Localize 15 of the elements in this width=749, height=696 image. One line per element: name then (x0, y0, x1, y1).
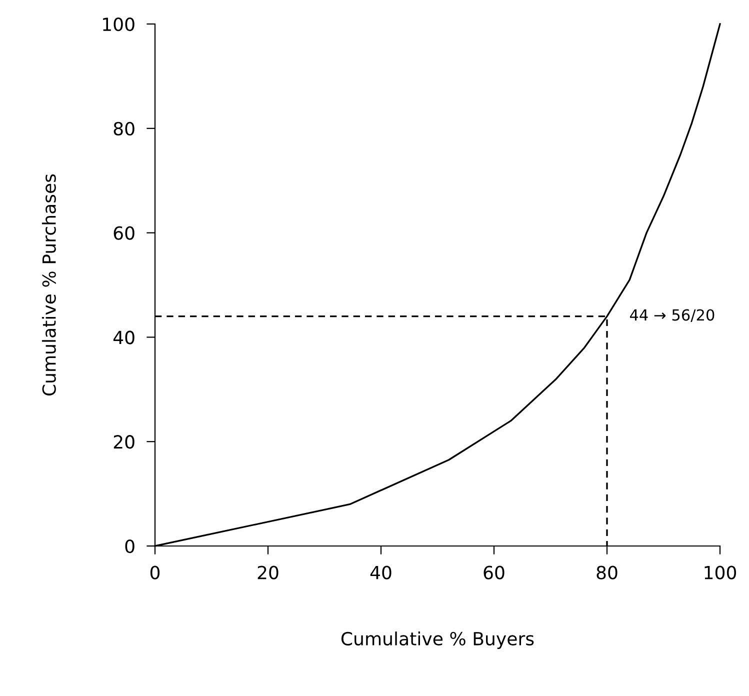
x-tick-label: 0 (150, 566, 160, 580)
y-tick-label: 0 (125, 539, 134, 554)
y-axis-title: Cumulative % Purchases (42, 174, 56, 396)
x-tick-label: 100 (704, 566, 736, 580)
x-tick-label: 60 (484, 566, 504, 580)
annotation: 44 → 56/20 (630, 309, 714, 322)
y-tick-label: 60 (114, 226, 134, 240)
x-tick-label: 80 (596, 566, 618, 580)
y-tick-label: 40 (113, 330, 134, 344)
y-tick-label: 20 (114, 435, 134, 449)
y-tick-label: 80 (114, 122, 134, 136)
y-tick-label: 100 (103, 17, 134, 32)
x-axis-title: Cumulative % Buyers (341, 632, 534, 650)
x-tick-label: 20 (258, 566, 278, 580)
x-tick-label: 40 (370, 566, 392, 580)
